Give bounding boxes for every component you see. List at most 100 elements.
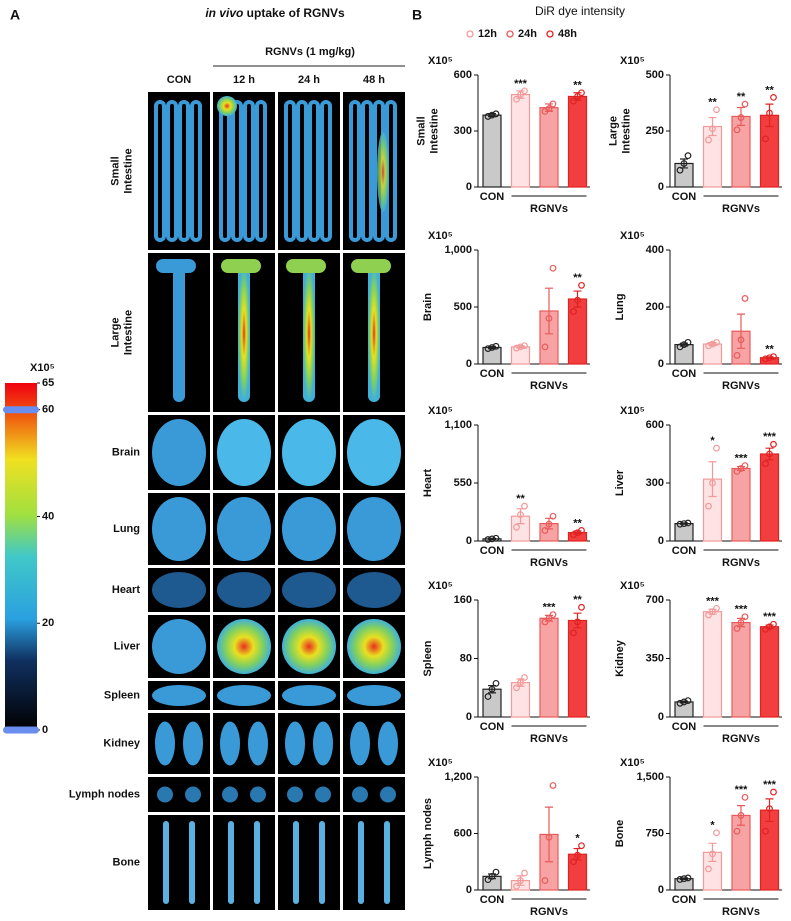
organ-shape [221, 259, 261, 273]
group-label: RGNVs [722, 380, 760, 392]
organ-shape [293, 821, 299, 904]
row-label: Spleen [104, 689, 140, 701]
legend-label: 24h [518, 28, 537, 40]
y-tick-label: 550 [454, 477, 472, 489]
bar [702, 611, 723, 718]
data-point [676, 166, 684, 174]
y-tick-label: 300 [454, 125, 472, 137]
data-point [513, 684, 520, 692]
organ-shape [282, 619, 336, 674]
data-point [705, 136, 712, 144]
y-tick-label: 200 [646, 301, 664, 313]
significance: ** [573, 517, 582, 529]
y-tick-label: 350 [646, 652, 664, 664]
bar [731, 621, 751, 718]
group-label: RGNVs (1 mg/kg) [265, 46, 355, 58]
data-point [517, 511, 524, 519]
data-point [713, 604, 720, 612]
data-point [762, 135, 769, 143]
organ-shape [152, 572, 206, 608]
error-bar [708, 461, 717, 498]
data-point [709, 850, 716, 858]
data-point [766, 450, 773, 458]
organ-shape [183, 721, 203, 766]
significance: ** [765, 343, 774, 355]
hot-spot [377, 132, 389, 212]
y-tick-label: 500 [454, 301, 472, 313]
organ-shape [217, 497, 271, 561]
data-point [517, 877, 524, 884]
data-point [578, 527, 585, 534]
organ-shape [320, 100, 332, 242]
y-tick-label: 1,000 [444, 244, 472, 256]
group-label: RGNVs [722, 203, 760, 215]
organ-image [278, 815, 340, 910]
organ-shape [250, 786, 266, 803]
x-tick-label: CON [480, 191, 505, 203]
bar [567, 95, 588, 188]
bar [539, 107, 559, 188]
unit-label: X10⁵ [428, 580, 453, 592]
organ-shape [352, 786, 368, 803]
significance: *** [735, 453, 749, 465]
organ-shape [248, 721, 268, 766]
row-label: Kidney [103, 737, 141, 749]
data-point [492, 868, 500, 876]
unit-label: X10⁵ [428, 757, 453, 769]
legend-label: 48h [558, 28, 577, 40]
organ-shape [156, 259, 196, 273]
y-axis-label: LargeIntestine [607, 108, 632, 153]
data-point [513, 344, 520, 352]
data-point [545, 520, 553, 528]
bar [539, 617, 559, 718]
y-axis-label: Liver [614, 469, 626, 496]
colorbar-tick-label: 60 [42, 404, 54, 416]
organ-shape [152, 497, 206, 561]
organ-shape [173, 265, 185, 402]
y-tick-label: 160 [454, 594, 472, 606]
data-point [684, 874, 692, 882]
data-point [541, 618, 549, 626]
legend-marker [506, 30, 514, 38]
data-point [517, 91, 524, 98]
data-point [549, 512, 557, 520]
error-bar [737, 106, 745, 126]
significance: ** [573, 272, 582, 284]
organ-shape [217, 419, 271, 486]
organ-shape [163, 821, 169, 904]
data-point [770, 788, 777, 796]
organ-shape [378, 721, 398, 766]
data-point [488, 344, 496, 351]
data-point [484, 693, 492, 700]
group-label: RGNVs [722, 733, 760, 745]
error-bar [573, 290, 582, 308]
organ-shape [347, 419, 401, 486]
organ-shape [303, 265, 315, 402]
data-point [574, 93, 581, 100]
data-point [733, 352, 741, 359]
organ-shape [361, 100, 373, 242]
organ-shape [358, 821, 364, 904]
panel-title: in vivo uptake of RGNVs [205, 6, 345, 20]
organ-shape [282, 419, 336, 486]
y-axis-label: Lymph nodes [422, 798, 434, 869]
data-point [549, 264, 557, 272]
y-axis-label: Spleen [422, 640, 434, 676]
row-label: LargeIntestine [109, 310, 134, 355]
data-point [541, 877, 549, 884]
x-tick-label: CON [672, 721, 697, 733]
data-point [574, 618, 581, 626]
data-point [741, 613, 749, 621]
data-point [488, 685, 496, 693]
organ-shape [185, 786, 201, 803]
y-tick-label: 600 [454, 69, 472, 81]
unit-label: X10⁵ [620, 55, 645, 67]
data-point [578, 89, 585, 97]
data-point [484, 876, 492, 884]
organ-shape [286, 259, 326, 273]
data-point [705, 865, 712, 873]
data-point [492, 110, 500, 118]
data-point [521, 87, 528, 95]
significance: *** [763, 779, 777, 791]
